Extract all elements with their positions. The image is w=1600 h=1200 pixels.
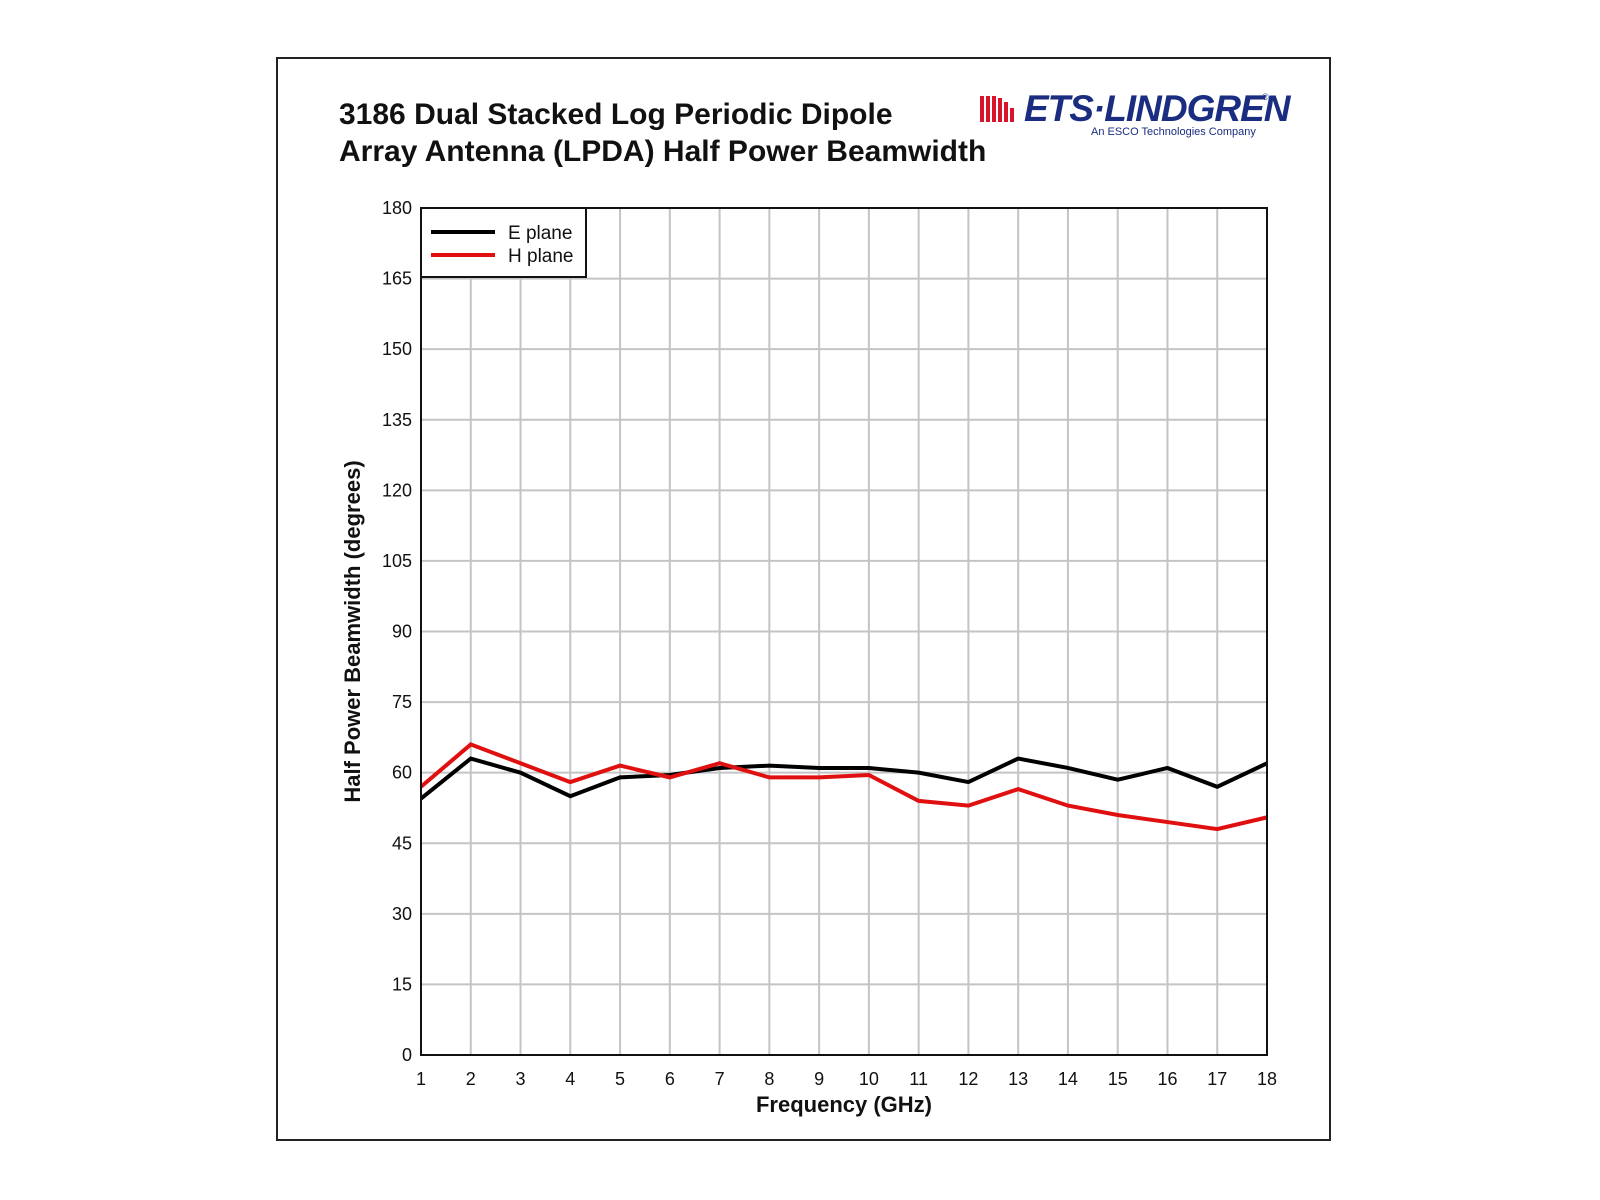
x-tick-label: 10 <box>859 1069 879 1089</box>
x-tick-label: 18 <box>1257 1069 1277 1089</box>
x-tick-label: 17 <box>1207 1069 1227 1089</box>
y-tick-label: 60 <box>392 763 412 783</box>
logo-tagline: An ESCO Technologies Company <box>1091 126 1256 138</box>
legend-box <box>420 207 587 278</box>
y-tick-label: 120 <box>382 480 412 500</box>
x-tick-label: 14 <box>1058 1069 1078 1089</box>
x-tick-label: 3 <box>516 1069 526 1089</box>
y-tick-label: 0 <box>402 1045 412 1065</box>
ets-lindgren-logo: ETS·LINDGREN ® An ESCO Technologies Comp… <box>980 88 1290 144</box>
x-tick-label: 11 <box>909 1069 928 1089</box>
x-tick-label: 9 <box>814 1069 824 1089</box>
chart-grid <box>420 207 1268 1056</box>
y-tick-label: 15 <box>392 974 412 994</box>
x-tick-label: 15 <box>1108 1069 1128 1089</box>
y-tick-label: 90 <box>392 622 412 642</box>
y-tick-label: 105 <box>382 551 412 571</box>
plot-border <box>420 207 1268 1056</box>
y-axis-label: Half Power Beamwidth (degrees) <box>340 460 365 802</box>
x-tick-label: 6 <box>665 1069 675 1089</box>
x-tick-label: 13 <box>1008 1069 1028 1089</box>
chart-title-line-2: Array Antenna (LPDA) Half Power Beamwidt… <box>339 135 987 168</box>
x-tick-label: 1 <box>416 1069 426 1089</box>
y-tick-label: 45 <box>392 833 412 853</box>
y-tick-label: 75 <box>392 692 412 712</box>
series-layer <box>419 742 1268 832</box>
x-axis-label: Frequency (GHz) <box>756 1092 932 1117</box>
x-tick-label: 8 <box>764 1069 774 1089</box>
x-tick-label: 4 <box>565 1069 575 1089</box>
chart-title: 3186 Dual Stacked Log Periodic Dipole Ar… <box>339 96 986 170</box>
axis-ticks: 1 2 3 4 5 6 7 8 9 10 11 12 13 14 15 16 17 180153045607590… <box>382 198 1277 1089</box>
chart-title-line-1: 3186 Dual Stacked Log Periodic Dipole <box>339 98 893 131</box>
logo-registered-mark: ® <box>1262 92 1269 102</box>
y-tick-label: 135 <box>382 410 412 430</box>
logo-name: ETS·LINDGREN <box>1024 88 1290 129</box>
series-line-h-plane <box>419 742 1268 832</box>
logo-waves-icon <box>980 96 1014 122</box>
x-tick-label: 16 <box>1157 1069 1177 1089</box>
x-tick-label: 7 <box>715 1069 725 1089</box>
y-tick-label: 165 <box>382 269 412 289</box>
series-line-e-plane <box>419 756 1268 801</box>
y-tick-label: 30 <box>392 904 412 924</box>
legend-label-h-plane: H plane <box>508 246 574 267</box>
x-tick-label: 5 <box>615 1069 625 1089</box>
y-tick-label: 150 <box>382 339 412 359</box>
x-tick-label: 2 <box>466 1069 476 1089</box>
legend-label-e-plane: E plane <box>508 223 572 244</box>
legend: E plane H plane <box>420 207 587 278</box>
x-tick-label: 12 <box>958 1069 978 1089</box>
y-tick-label: 180 <box>382 198 412 218</box>
